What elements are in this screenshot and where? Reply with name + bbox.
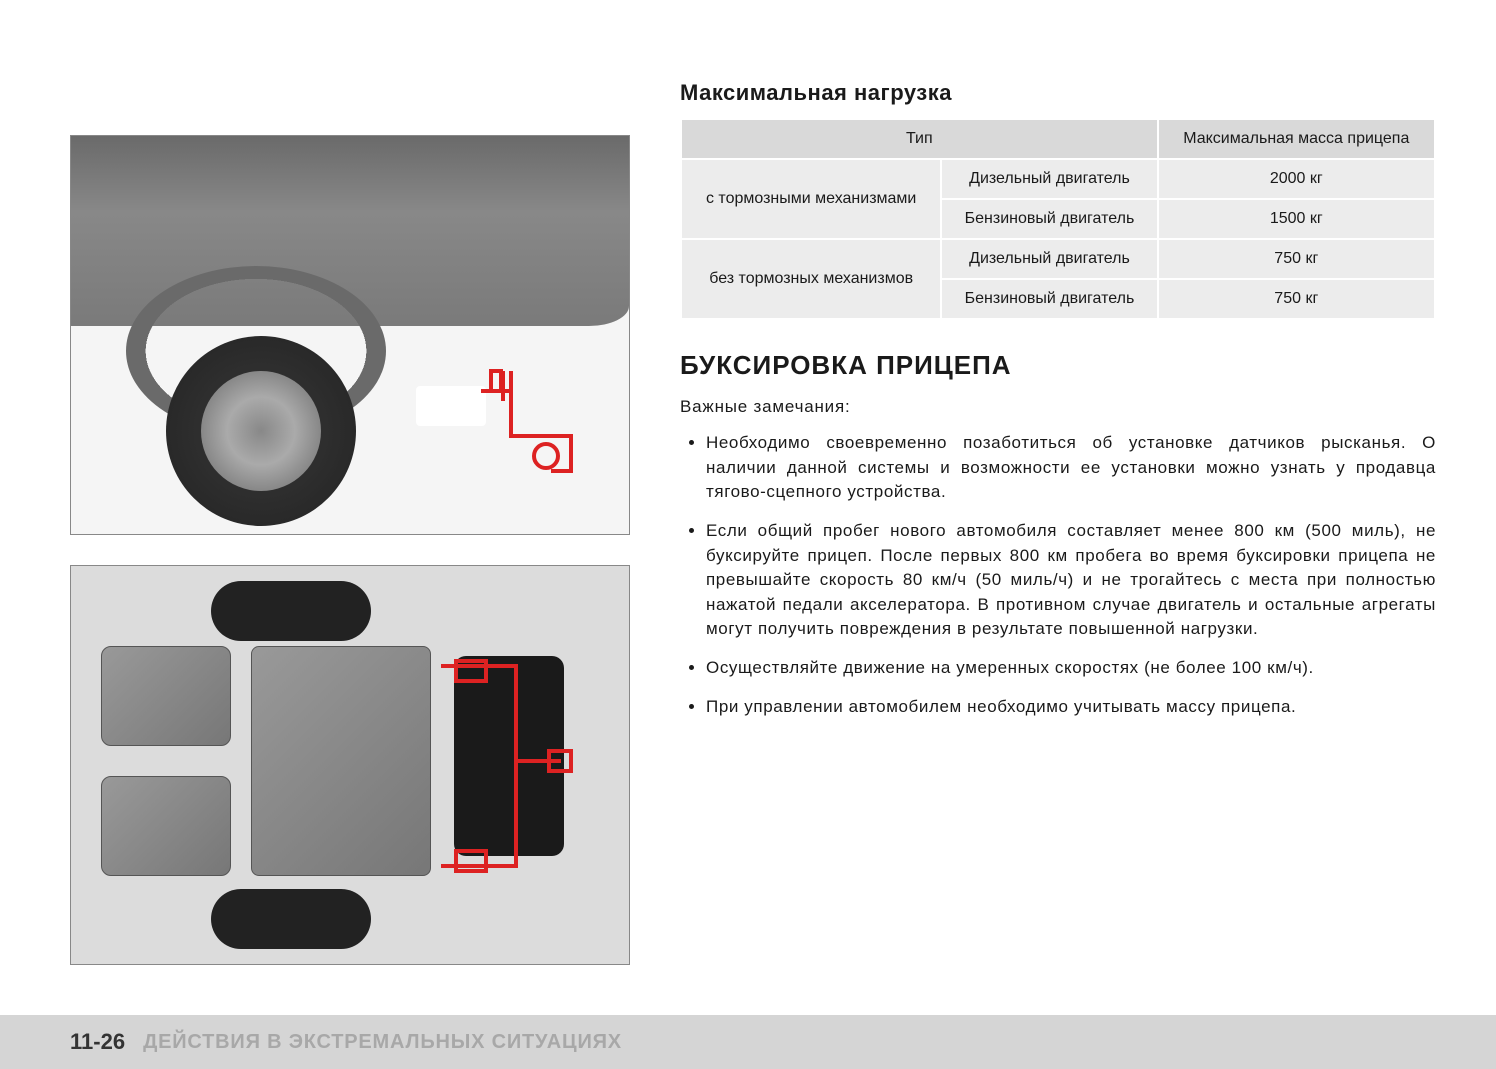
list-item: Осуществляйте движение на умеренных скор… <box>706 656 1436 681</box>
max-load-heading: Максимальная нагрузка <box>680 80 1436 106</box>
towing-heading: БУКСИРОВКА ПРИЦЕПА <box>680 350 1436 381</box>
table-value-cell: 750 кг <box>1158 239 1435 279</box>
table-engine-cell: Бензиновый двигатель <box>941 199 1157 239</box>
table-value-cell: 1500 кг <box>1158 199 1435 239</box>
tow-bracket-overlay <box>71 566 630 965</box>
table-value-cell: 2000 кг <box>1158 159 1435 199</box>
table-header-mass: Максимальная масса прицепа <box>1158 119 1435 159</box>
table-value-cell: 750 кг <box>1158 279 1435 319</box>
table-engine-cell: Дизельный двигатель <box>941 239 1157 279</box>
page-number: 11-26 <box>70 1029 125 1055</box>
towing-bullet-list: Необходимо своевременно позаботиться об … <box>680 431 1436 719</box>
text-column: Максимальная нагрузка Тип Максимальная м… <box>680 80 1436 965</box>
figure-underside-view <box>70 565 630 965</box>
table-group-braked: с тормозными механизмами <box>681 159 941 239</box>
page-footer: 11-26 ДЕЙСТВИЯ В ЭКСТРЕМАЛЬНЫХ СИТУАЦИЯХ <box>0 1015 1496 1069</box>
chapter-title: ДЕЙСТВИЯ В ЭКСТРЕМАЛЬНЫХ СИТУАЦИЯХ <box>143 1031 622 1054</box>
list-item: Если общий пробег нового автомобиля сост… <box>706 519 1436 642</box>
table-engine-cell: Дизельный двигатель <box>941 159 1157 199</box>
towing-intro: Важные замечания: <box>680 397 1436 417</box>
max-load-table: Тип Максимальная масса прицепа с тормозн… <box>680 118 1436 320</box>
table-header-type: Тип <box>681 119 1158 159</box>
page-content: Максимальная нагрузка Тип Максимальная м… <box>0 0 1496 965</box>
table-engine-cell: Бензиновый двигатель <box>941 279 1157 319</box>
tow-hitch-overlay <box>71 136 630 535</box>
figures-column <box>70 80 630 965</box>
table-group-unbraked: без тормозных механизмов <box>681 239 941 319</box>
list-item: При управлении автомобилем необходимо уч… <box>706 695 1436 720</box>
figure-rear-view <box>70 135 630 535</box>
list-item: Необходимо своевременно позаботиться об … <box>706 431 1436 505</box>
